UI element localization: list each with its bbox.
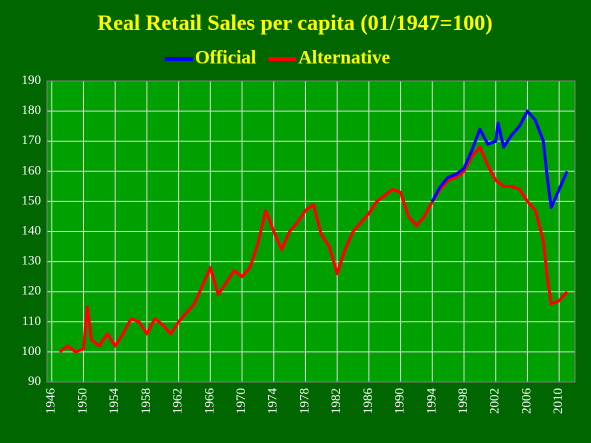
y-tick-label: 140 [22, 222, 42, 237]
y-tick-label: 110 [22, 313, 41, 328]
y-tick-label: 90 [28, 373, 41, 388]
x-tick-label: 1982 [328, 388, 343, 414]
x-tick-label: 1974 [265, 388, 280, 415]
x-tick-label: 2010 [550, 388, 565, 414]
y-tick-label: 190 [22, 72, 42, 87]
y-tick-label: 120 [22, 283, 42, 298]
x-tick-label: 2006 [518, 388, 533, 415]
x-tick-label: 1954 [106, 388, 121, 415]
series-line [58, 145, 569, 354]
legend-label: Official [195, 47, 256, 68]
x-tick-label: 1978 [296, 388, 311, 414]
y-tick-label: 170 [22, 132, 42, 147]
x-tick-label: 1986 [360, 388, 375, 415]
legend-label: Alternative [298, 47, 390, 68]
x-tick-label: 1966 [201, 388, 216, 415]
x-tick-label: 1998 [455, 388, 470, 414]
y-tick-label: 130 [22, 253, 42, 268]
y-tick-label: 160 [22, 162, 42, 177]
x-tick-label: 1990 [392, 388, 407, 414]
x-tick-label: 2002 [487, 388, 502, 414]
plot-border [46, 80, 576, 383]
x-tick-label: 1962 [170, 388, 185, 414]
series-line [430, 109, 569, 209]
y-tick-label: 150 [22, 192, 42, 207]
x-tick-label: 1950 [74, 388, 89, 414]
x-tick-label: 1970 [233, 388, 248, 414]
y-tick-label: 100 [22, 343, 42, 358]
x-tick-label: 1946 [43, 388, 58, 415]
y-tick-label: 180 [22, 102, 42, 117]
x-tick-label: 1958 [138, 388, 153, 414]
x-tick-label: 1994 [423, 388, 438, 415]
chart-title: Real Retail Sales per capita (01/1947=10… [97, 10, 492, 35]
